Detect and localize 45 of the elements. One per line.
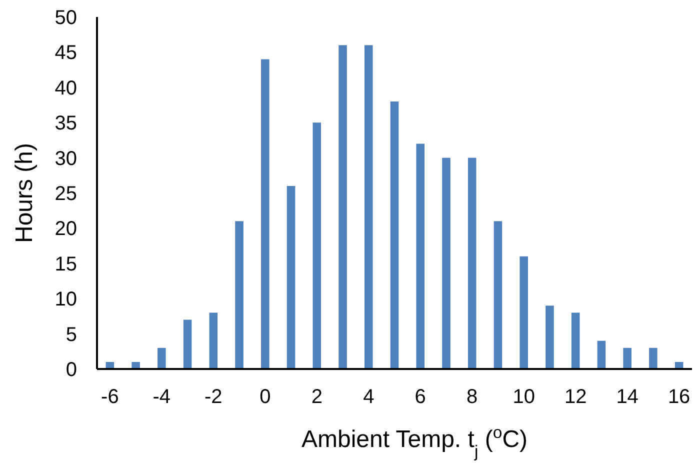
x-tick-label: 12 — [564, 386, 587, 408]
x-tick-label: 4 — [363, 386, 374, 408]
x-tick-label: 10 — [512, 386, 535, 408]
bar — [597, 340, 606, 369]
bar — [261, 59, 270, 369]
bar — [286, 186, 296, 369]
bar — [520, 256, 528, 369]
y-tick-label: 15 — [54, 253, 77, 276]
bar — [209, 312, 218, 369]
bar — [390, 101, 399, 369]
bar — [546, 306, 554, 369]
x-tick-label: 2 — [311, 386, 322, 408]
bar — [571, 312, 580, 369]
y-tick-label: 50 — [54, 7, 77, 29]
y-tick-label: 5 — [66, 324, 77, 346]
bar — [158, 348, 166, 369]
bar — [235, 221, 244, 369]
y-tick-label: 25 — [54, 183, 77, 205]
x-tick-label: -2 — [204, 386, 222, 408]
bar — [649, 348, 658, 369]
bar — [312, 122, 322, 369]
x-tick-label: 14 — [616, 386, 638, 408]
x-tick-label: 8 — [466, 386, 478, 408]
x-tick-label: -6 — [101, 386, 119, 408]
bar — [416, 144, 425, 369]
y-tick-label: 35 — [54, 112, 77, 135]
y-tick-label: 40 — [54, 77, 77, 100]
y-tick-label: 20 — [54, 218, 77, 240]
bar — [623, 348, 632, 369]
y-tick-label: 10 — [54, 288, 77, 311]
y-tick-label: 45 — [54, 42, 77, 64]
x-axis-title: Ambient Temp. t$_{j}$ ($^{o}$C) — [301, 422, 528, 460]
x-tick-label: 0 — [260, 386, 271, 408]
y-tick-label: 30 — [54, 148, 77, 170]
x-tick-label: -4 — [152, 386, 171, 408]
bar — [442, 158, 450, 369]
bar — [468, 158, 476, 369]
bar — [494, 221, 502, 369]
y-axis-title: Hours (h) — [11, 142, 38, 244]
x-tick-label: 16 — [668, 386, 690, 408]
bar — [338, 45, 347, 369]
bar — [364, 45, 373, 369]
bar — [183, 320, 192, 369]
x-tick-label: 6 — [414, 386, 426, 408]
y-tick-label: 0 — [66, 359, 77, 381]
